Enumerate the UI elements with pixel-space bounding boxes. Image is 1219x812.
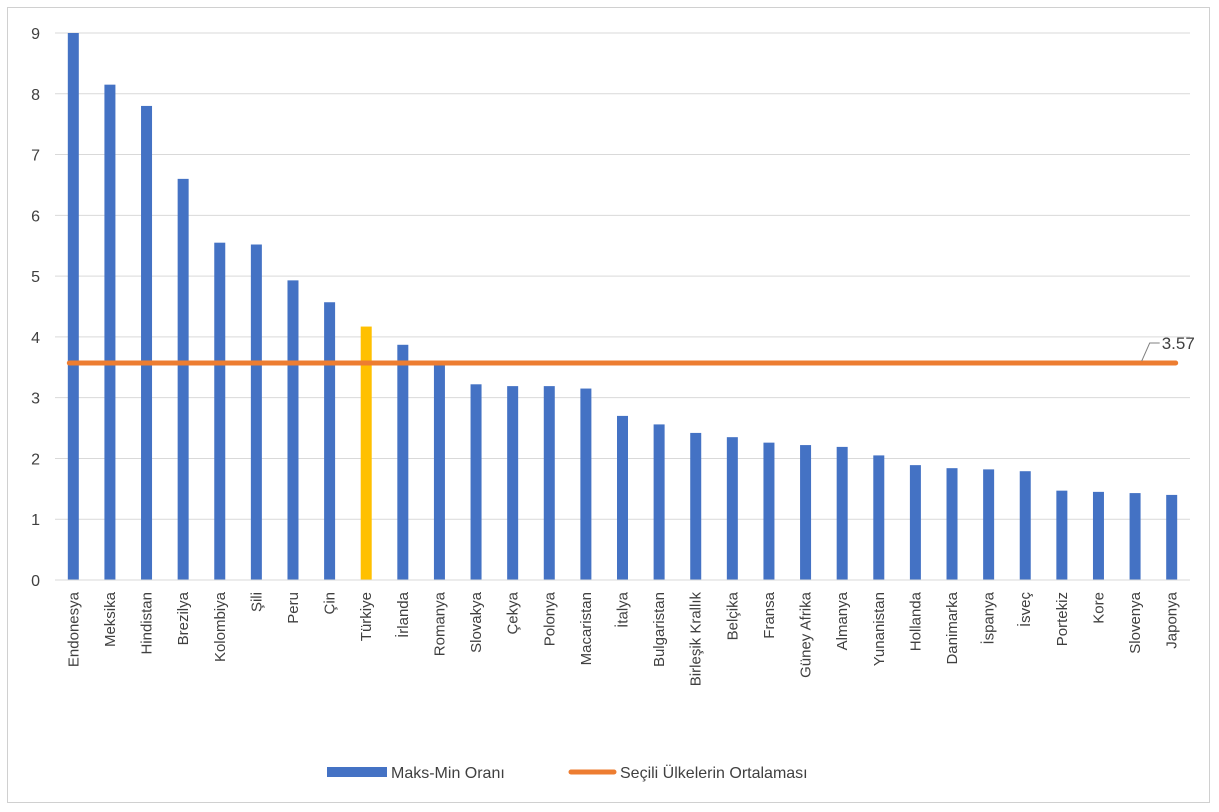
category-label: Şili — [248, 592, 265, 612]
bar — [1019, 471, 1031, 580]
bar — [983, 469, 995, 580]
category-label: İspanya — [980, 591, 998, 644]
bar — [580, 388, 592, 580]
y-tick-label: 9 — [31, 26, 40, 43]
legend-label-line: Seçili Ülkelerin Ortalaması — [620, 764, 808, 782]
category-label: Yunanistan — [871, 592, 888, 666]
category-label: Brezilya — [175, 591, 192, 645]
category-label: Hindistan — [139, 592, 156, 655]
category-label: Hollanda — [907, 591, 924, 651]
annotation-leader — [1141, 342, 1160, 362]
category-label: Kore — [1090, 592, 1107, 624]
category-label: Güney Afrika — [798, 591, 815, 678]
bar — [763, 442, 775, 580]
average-annotation: 3.57 — [1141, 334, 1195, 362]
chart-frame — [7, 7, 1210, 803]
category-label: Çekya — [505, 591, 522, 634]
category-labels: Endonesya Meksika Hindistan Brezilya Kolombi… — [65, 591, 1180, 686]
category-label: Türkiye — [358, 592, 375, 641]
category-label: Çin — [322, 592, 339, 615]
category-label: Slovakya — [468, 591, 485, 653]
bar — [1166, 494, 1178, 580]
bar — [726, 437, 738, 580]
legend-label-bar: Maks-Min Oranı — [391, 765, 505, 782]
category-label: Bulgaristan — [651, 592, 668, 667]
category-label: Macaristan — [578, 592, 595, 665]
bars — [67, 33, 1178, 581]
category-label: Almanya — [834, 591, 851, 650]
grid-lines — [55, 32, 1190, 520]
bar — [141, 105, 153, 580]
bar — [690, 432, 702, 580]
bar — [104, 84, 116, 581]
category-label: Slovenya — [1127, 591, 1144, 653]
bar — [214, 242, 226, 580]
bar — [543, 386, 555, 580]
legend: Maks-Min Oranı Seçili Ülkelerin Ortalama… — [327, 764, 808, 782]
bar — [433, 363, 445, 580]
bar — [1092, 491, 1104, 580]
y-tick-label: 6 — [31, 208, 40, 225]
category-label: İtalya — [614, 591, 632, 628]
y-tick-label: 1 — [31, 512, 40, 529]
category-label: Fransa — [761, 591, 778, 638]
bar — [909, 465, 921, 580]
bar — [360, 326, 372, 580]
category-label: Birleşik Krallık — [688, 592, 705, 687]
bar — [1056, 490, 1068, 580]
category-label: İsveç — [1016, 592, 1034, 628]
y-tick-label: 7 — [31, 148, 40, 165]
category-label: Portekiz — [1054, 592, 1071, 646]
bar — [324, 302, 336, 580]
bar — [67, 33, 79, 580]
bar — [800, 445, 812, 580]
y-tick-label: 0 — [31, 573, 40, 590]
category-label: Belçika — [724, 591, 741, 640]
y-tick-label: 8 — [31, 87, 40, 104]
category-label: Peru — [285, 592, 302, 624]
category-label: Japonya — [1164, 591, 1181, 648]
category-label: Endonesya — [65, 591, 82, 667]
bar — [287, 280, 299, 580]
bar — [250, 244, 262, 581]
category-label: Kolombiya — [212, 591, 229, 662]
bar — [177, 178, 189, 580]
y-tick-label: 4 — [31, 330, 40, 347]
bar — [653, 424, 665, 580]
legend-swatch-bar — [327, 767, 387, 777]
y-tick-label: 2 — [31, 451, 40, 468]
bar — [836, 446, 848, 580]
y-tick-label: 3 — [31, 391, 40, 408]
annotation-label: 3.57 — [1162, 334, 1195, 353]
category-label: Polonya — [541, 591, 558, 646]
y-axis-ticks: 0 1 2 3 4 5 6 7 8 9 — [31, 26, 40, 590]
bar — [470, 384, 482, 580]
category-label: Meksika — [102, 591, 119, 647]
y-tick-label: 5 — [31, 269, 40, 286]
bar — [873, 455, 885, 580]
bar — [1129, 493, 1141, 580]
bar — [507, 386, 519, 580]
bar — [397, 344, 409, 580]
category-label: Danimarka — [944, 591, 961, 664]
bar — [946, 468, 958, 580]
category-label: Romanya — [431, 591, 448, 656]
bar — [617, 415, 628, 580]
category-label: İrlanda — [394, 591, 412, 638]
